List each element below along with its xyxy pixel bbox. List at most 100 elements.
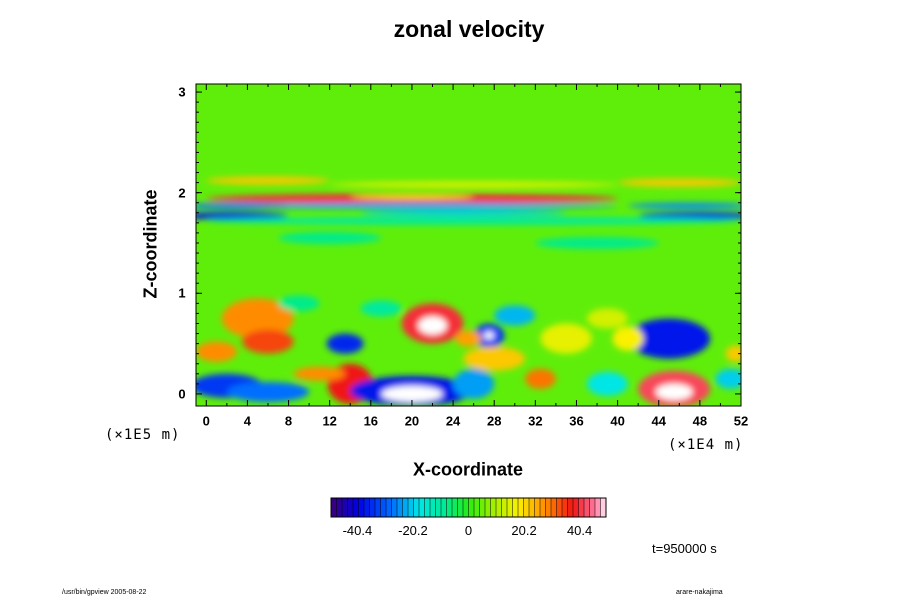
colorbar-swatch bbox=[534, 498, 541, 517]
y-tick-label: 1 bbox=[178, 285, 186, 301]
colorbar-swatch bbox=[529, 498, 535, 517]
velocity-feature bbox=[206, 202, 618, 209]
colorbar-swatch bbox=[353, 498, 359, 517]
velocity-feature bbox=[221, 298, 294, 339]
colorbar-tick-label: 40.4 bbox=[566, 523, 593, 538]
colorbar-swatch bbox=[595, 498, 601, 517]
x-tick-label: 16 bbox=[363, 413, 379, 429]
colorbar-swatch bbox=[430, 498, 436, 517]
colorbar-swatch bbox=[485, 498, 491, 517]
colorbar-tick-label: 0 bbox=[464, 523, 473, 538]
velocity-feature bbox=[350, 194, 474, 200]
velocity-feature bbox=[326, 333, 364, 354]
velocity-feature bbox=[278, 231, 382, 244]
colorbar-swatch bbox=[369, 498, 376, 517]
x-tick-label: 12 bbox=[322, 413, 337, 429]
x-tick-label: 44 bbox=[651, 413, 666, 429]
colorbar-swatch bbox=[408, 498, 414, 517]
velocity-feature bbox=[455, 330, 482, 347]
velocity-feature bbox=[617, 178, 741, 187]
footer-left: /usr/bin/gpview 2005-08-22 bbox=[62, 589, 147, 596]
plot-frame bbox=[195, 83, 742, 407]
colorbar-swatch bbox=[331, 498, 337, 517]
colorbar-swatch bbox=[540, 498, 546, 517]
colorbar-swatch bbox=[518, 498, 524, 517]
velocity-field bbox=[196, 84, 741, 406]
velocity-feature bbox=[483, 331, 495, 340]
colorbar-swatch bbox=[347, 498, 354, 517]
velocity-feature bbox=[638, 212, 741, 220]
velocity-feature bbox=[586, 371, 628, 396]
x-tick-label: 8 bbox=[284, 413, 293, 429]
y-tick-label: 0 bbox=[178, 386, 186, 402]
y-tick-label: 2 bbox=[178, 185, 186, 201]
colorbar-swatch bbox=[380, 498, 387, 517]
colorbar-swatch bbox=[386, 498, 392, 517]
y-tick-label: 3 bbox=[178, 84, 186, 100]
tick-marks bbox=[196, 84, 742, 406]
x-axis-unit: (×1E4 m) bbox=[668, 437, 744, 453]
colorbar-swatch bbox=[490, 498, 497, 517]
velocity-feature bbox=[206, 216, 741, 225]
x-tick-label: 24 bbox=[445, 413, 461, 429]
time-label: t=950000 s bbox=[652, 541, 717, 556]
velocity-feature bbox=[725, 345, 741, 362]
colorbar-swatch bbox=[441, 498, 447, 517]
velocity-feature bbox=[525, 368, 556, 389]
x-tick-label: 32 bbox=[528, 413, 543, 429]
colorbar-swatch bbox=[358, 498, 365, 517]
footer-right: arare-nakajima bbox=[676, 589, 723, 596]
colorbar-swatch bbox=[479, 498, 486, 517]
colorbar-swatch bbox=[402, 498, 409, 517]
colorbar-swatch bbox=[391, 498, 398, 517]
x-tick-label: 36 bbox=[569, 413, 584, 429]
velocity-feature bbox=[278, 295, 320, 312]
velocity-feature bbox=[627, 318, 711, 359]
colorbar bbox=[330, 497, 607, 518]
chart-title: zonal velocity bbox=[393, 16, 545, 42]
colorbar-tick-label: 20.2 bbox=[511, 523, 537, 538]
colorbar-swatch bbox=[446, 498, 453, 517]
colorbar-swatch bbox=[551, 498, 557, 517]
colorbar-swatch bbox=[512, 498, 519, 517]
velocity-feature bbox=[494, 305, 536, 326]
colorbar-swatch bbox=[496, 498, 502, 517]
velocity-features bbox=[196, 176, 741, 406]
colorbar-swatch bbox=[336, 498, 343, 517]
colorbar-tick-label: -20.2 bbox=[398, 523, 428, 538]
velocity-feature bbox=[206, 176, 330, 185]
colorbar-frame bbox=[330, 497, 607, 518]
x-tick-label: 52 bbox=[733, 413, 749, 429]
colorbar-swatch bbox=[468, 498, 475, 517]
colorbar-swatch bbox=[578, 498, 585, 517]
colorbar-swatch bbox=[573, 498, 579, 517]
colorbar-tick-label: -40.4 bbox=[342, 523, 373, 538]
colorbar-swatch bbox=[463, 498, 469, 517]
colorbar-swatch bbox=[584, 498, 590, 517]
colorbar-swatch bbox=[545, 498, 552, 517]
velocity-feature bbox=[655, 383, 693, 400]
colorbar-swatch bbox=[562, 498, 568, 517]
velocity-feature bbox=[381, 385, 443, 402]
colorbar-swatch bbox=[501, 498, 508, 517]
colorbar-swatch bbox=[364, 498, 370, 517]
velocity-feature bbox=[586, 308, 628, 329]
velocity-feature bbox=[540, 323, 592, 354]
colorbar-swatch bbox=[523, 498, 530, 517]
velocity-feature bbox=[226, 381, 310, 402]
x-tick-label: 28 bbox=[486, 413, 502, 429]
colorbar-swatch bbox=[507, 498, 513, 517]
velocity-feature bbox=[329, 181, 618, 188]
x-tick-label: 0 bbox=[202, 413, 210, 429]
x-tick-label: 20 bbox=[404, 413, 420, 429]
velocity-feature bbox=[453, 368, 495, 399]
colorbar-swatch bbox=[567, 498, 574, 517]
colorbar-swatch bbox=[600, 498, 607, 517]
velocity-feature bbox=[463, 346, 526, 371]
velocity-feature bbox=[627, 202, 741, 209]
y-axis-unit: (×1E5 m) bbox=[105, 427, 181, 443]
colorbar-swatch bbox=[474, 498, 480, 517]
colorbar-swatch bbox=[452, 498, 458, 517]
